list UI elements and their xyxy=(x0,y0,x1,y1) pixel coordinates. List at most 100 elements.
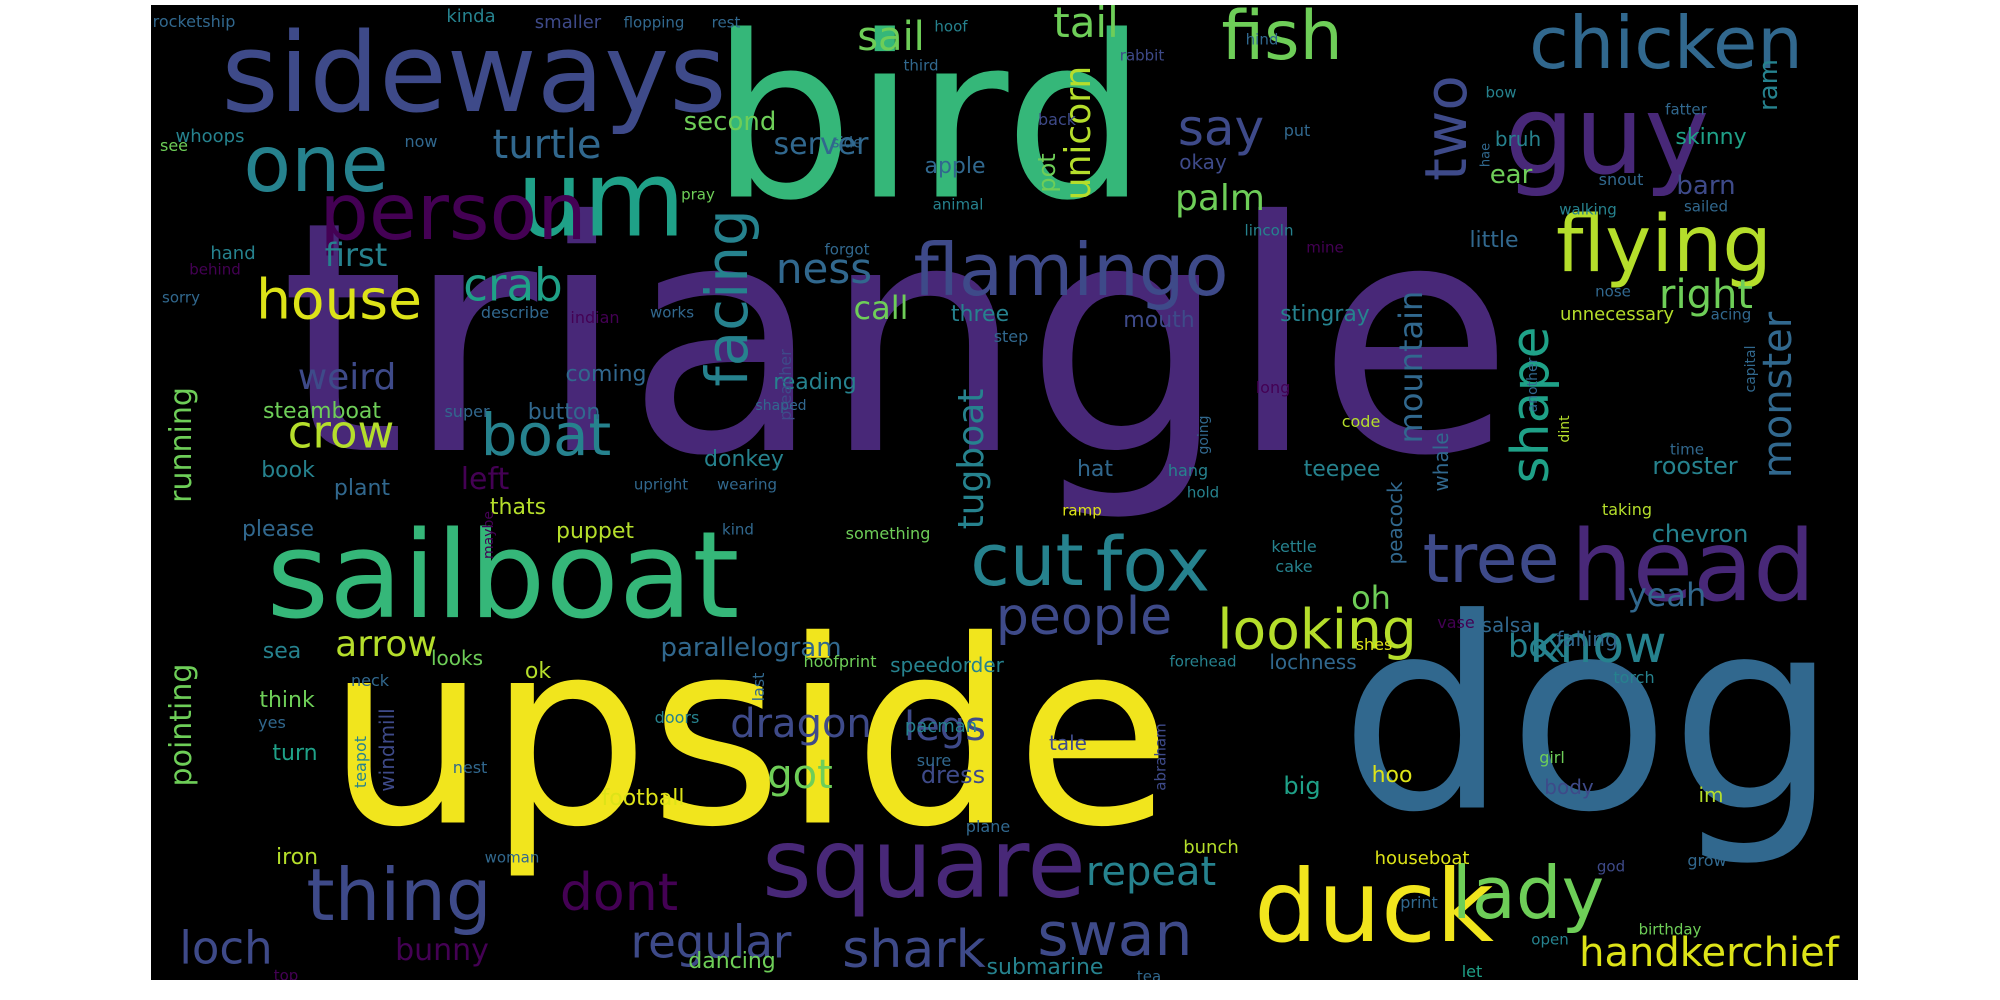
word-pray: pray xyxy=(681,185,715,204)
word-boat: boat xyxy=(480,401,612,469)
word-yes: yes xyxy=(258,713,286,732)
word-parallelogram: parallelogram xyxy=(660,633,842,663)
word-got: got xyxy=(767,752,833,798)
word-three: three xyxy=(950,302,1010,327)
word-capital: capital xyxy=(1743,345,1759,393)
word-thing: thing xyxy=(306,853,492,937)
word-indian: indian xyxy=(570,308,620,327)
word-shes: shes xyxy=(1355,635,1393,654)
word-shark: shark xyxy=(842,920,986,980)
word-button: button xyxy=(527,400,601,425)
word-last: last xyxy=(749,672,768,702)
word-dancing: dancing xyxy=(688,949,776,974)
word-person: person xyxy=(319,168,587,258)
word-lochness: lochness xyxy=(1269,650,1357,674)
word-hoof: hoof xyxy=(934,17,968,36)
word-people: people xyxy=(995,587,1173,647)
word-back: back xyxy=(1037,110,1077,129)
word-im: im xyxy=(1698,783,1724,807)
word-bunny: bunny xyxy=(395,933,489,968)
word-running: running xyxy=(164,387,199,503)
word-plant: plant xyxy=(333,476,391,501)
word-crow: crow xyxy=(287,405,395,459)
word-falling: falling xyxy=(1556,627,1618,651)
word-mine: mine xyxy=(1306,238,1344,257)
word-server: server xyxy=(773,127,869,162)
word-whoops: whoops xyxy=(175,126,245,147)
word-left: left xyxy=(460,462,510,497)
word-sea: sea xyxy=(262,639,302,664)
word-now: now xyxy=(404,132,438,151)
word-whale: whale xyxy=(1429,432,1453,492)
word-stingray: stingray xyxy=(1280,302,1370,327)
word-abraham: abraham xyxy=(1151,723,1170,791)
word-houseboat: houseboat xyxy=(1374,848,1470,869)
word-hold: hold xyxy=(1186,483,1220,502)
word-rooster: rooster xyxy=(1652,452,1738,480)
word-shaped: shaped xyxy=(755,398,807,414)
word-fatter: fatter xyxy=(1665,100,1707,119)
word-facing: facing xyxy=(693,209,761,387)
word-grow: grow xyxy=(1687,851,1727,870)
word-thats: thats xyxy=(489,495,547,520)
word-tea: tea xyxy=(1136,967,1162,980)
word-hang: hang xyxy=(1167,461,1209,480)
word-arrow: arrow xyxy=(335,624,437,665)
word-big: big xyxy=(1283,772,1321,800)
word-girl: girl xyxy=(1539,748,1565,767)
word-wearing: wearing xyxy=(716,475,778,494)
word-lady: lady xyxy=(1451,851,1605,935)
word-dint: dint xyxy=(1557,415,1573,443)
word-sailed: sailed xyxy=(1683,197,1729,216)
word-house: house xyxy=(256,267,422,332)
word-chicken: chicken xyxy=(1529,5,1803,85)
word-plane: plane xyxy=(965,817,1011,836)
word-nose: nose xyxy=(1595,282,1631,301)
word-barn: barn xyxy=(1676,171,1736,201)
word-monster: monster xyxy=(1755,311,1801,479)
word-okay: okay xyxy=(1179,150,1227,174)
word-bow: bow xyxy=(1485,83,1517,102)
word-dont: dont xyxy=(559,863,679,923)
word-behind: behind xyxy=(189,260,241,279)
word-pointing: pointing xyxy=(164,663,199,787)
word-regular: regular xyxy=(630,915,792,969)
word-square: square xyxy=(762,809,1086,920)
word-nest: nest xyxy=(452,758,488,777)
word-top: top xyxy=(273,966,299,980)
word-pot: pot xyxy=(1033,153,1061,193)
word-kettle: kettle xyxy=(1271,537,1317,556)
word-dragon: dragon xyxy=(730,701,872,747)
word-forgot: forgot xyxy=(824,240,870,259)
word-sailboat: sailboat xyxy=(266,507,740,646)
word-oh: oh xyxy=(1351,579,1391,617)
word-open: open xyxy=(1531,930,1569,949)
word-crab: crab xyxy=(463,258,563,312)
word-donkey: donkey xyxy=(704,447,784,472)
word-box: box xyxy=(1508,627,1566,665)
word-ramp: ramp xyxy=(1062,501,1102,520)
word-little: little xyxy=(1469,228,1519,253)
word-one: one xyxy=(243,120,389,210)
word-hand: hand xyxy=(210,243,256,264)
word-hoo: hoo xyxy=(1371,763,1413,788)
word-god: god xyxy=(1596,857,1626,876)
word-flopping: flopping xyxy=(623,13,685,32)
word-something: something xyxy=(845,524,931,543)
word-teapot: teapot xyxy=(351,735,370,789)
word-super: super xyxy=(444,402,490,421)
word-yeah: yeah xyxy=(1627,576,1707,614)
word-works: works xyxy=(649,303,695,322)
word-acing: acing xyxy=(1710,305,1752,324)
word-forehead: forehead xyxy=(1169,652,1237,671)
word-code: code xyxy=(1341,412,1381,431)
word-birthday: birthday xyxy=(1638,920,1702,939)
word-upside: upside xyxy=(326,586,1172,884)
word-apple: apple xyxy=(924,154,986,179)
word-time: time xyxy=(1670,440,1704,459)
word-tale: tale xyxy=(1049,731,1087,755)
word-triangle: triangle xyxy=(280,154,1514,526)
word-weird: weird xyxy=(297,357,397,398)
word-flying: flying xyxy=(1556,200,1772,290)
word-turn: turn xyxy=(272,741,318,766)
